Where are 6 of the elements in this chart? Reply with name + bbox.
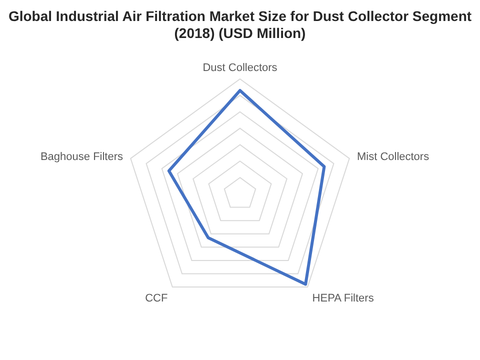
chart-title: Global Industrial Air Filtration Market Size for Dust Collector Segment (2018) (USD Million) [8, 8, 472, 43]
spoke-label: CCF [145, 292, 168, 304]
spoke-label: Mist Collectors [356, 150, 430, 163]
spoke-label: Baghouse Filters [40, 150, 124, 163]
spoke-label: HEPA Filters [312, 292, 374, 304]
spoke-label: Dust Collectors [202, 62, 278, 74]
